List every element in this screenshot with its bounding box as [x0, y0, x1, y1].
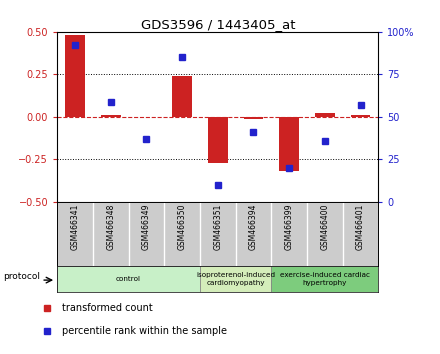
- Text: GSM466349: GSM466349: [142, 204, 151, 250]
- Text: percentile rank within the sample: percentile rank within the sample: [62, 326, 227, 337]
- Bar: [208, 117, 227, 163]
- Text: GSM466399: GSM466399: [285, 204, 293, 250]
- Bar: [315, 113, 335, 117]
- Bar: [271, 266, 378, 292]
- Text: exercise-induced cardiac
hypertrophy: exercise-induced cardiac hypertrophy: [280, 272, 370, 286]
- Bar: [57, 266, 200, 292]
- Bar: [172, 76, 192, 117]
- Bar: [244, 117, 263, 119]
- Bar: [101, 115, 121, 117]
- Bar: [200, 266, 271, 292]
- Text: GSM466348: GSM466348: [106, 204, 115, 250]
- Title: GDS3596 / 1443405_at: GDS3596 / 1443405_at: [140, 18, 295, 31]
- Text: protocol: protocol: [3, 272, 40, 281]
- Text: GSM466401: GSM466401: [356, 204, 365, 250]
- Text: GSM466351: GSM466351: [213, 204, 222, 250]
- Text: isoproterenol-induced
cardiomyopathy: isoproterenol-induced cardiomyopathy: [196, 272, 275, 286]
- Text: GSM466341: GSM466341: [70, 204, 80, 250]
- Bar: [351, 115, 370, 117]
- Text: GSM466350: GSM466350: [178, 204, 187, 250]
- Text: GSM466394: GSM466394: [249, 204, 258, 250]
- Bar: [65, 35, 85, 117]
- Text: GSM466400: GSM466400: [320, 204, 330, 250]
- Text: transformed count: transformed count: [62, 303, 153, 314]
- Text: control: control: [116, 276, 141, 282]
- Bar: [279, 117, 299, 171]
